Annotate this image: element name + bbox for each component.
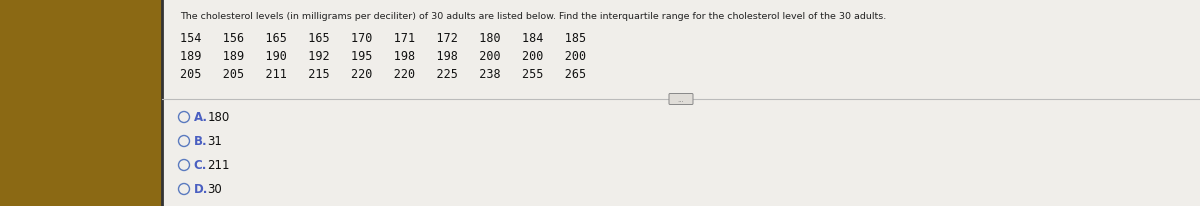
Bar [162,0,1200,206]
Text: B.: B. [193,135,208,148]
Bar [0,0,162,206]
Text: 154   156   165   165   170   171   172   180   184   185: 154 156 165 165 170 171 172 180 184 185 [180,32,586,45]
Text: 211: 211 [208,159,230,172]
Text: 31: 31 [208,135,222,148]
FancyBboxPatch shape [670,94,694,105]
Text: A.: A. [193,111,208,124]
Text: D.: D. [193,183,208,195]
Text: 30: 30 [208,183,222,195]
Text: The cholesterol levels (in milligrams per deciliter) of 30 adults are listed bel: The cholesterol levels (in milligrams pe… [180,12,887,21]
Text: 180: 180 [208,111,229,124]
Text: ...: ... [678,97,684,103]
Text: C.: C. [193,159,206,172]
Text: 189   189   190   192   195   198   198   200   200   200: 189 189 190 192 195 198 198 200 200 200 [180,50,586,63]
Text: 205   205   211   215   220   220   225   238   255   265: 205 205 211 215 220 220 225 238 255 265 [180,68,586,81]
